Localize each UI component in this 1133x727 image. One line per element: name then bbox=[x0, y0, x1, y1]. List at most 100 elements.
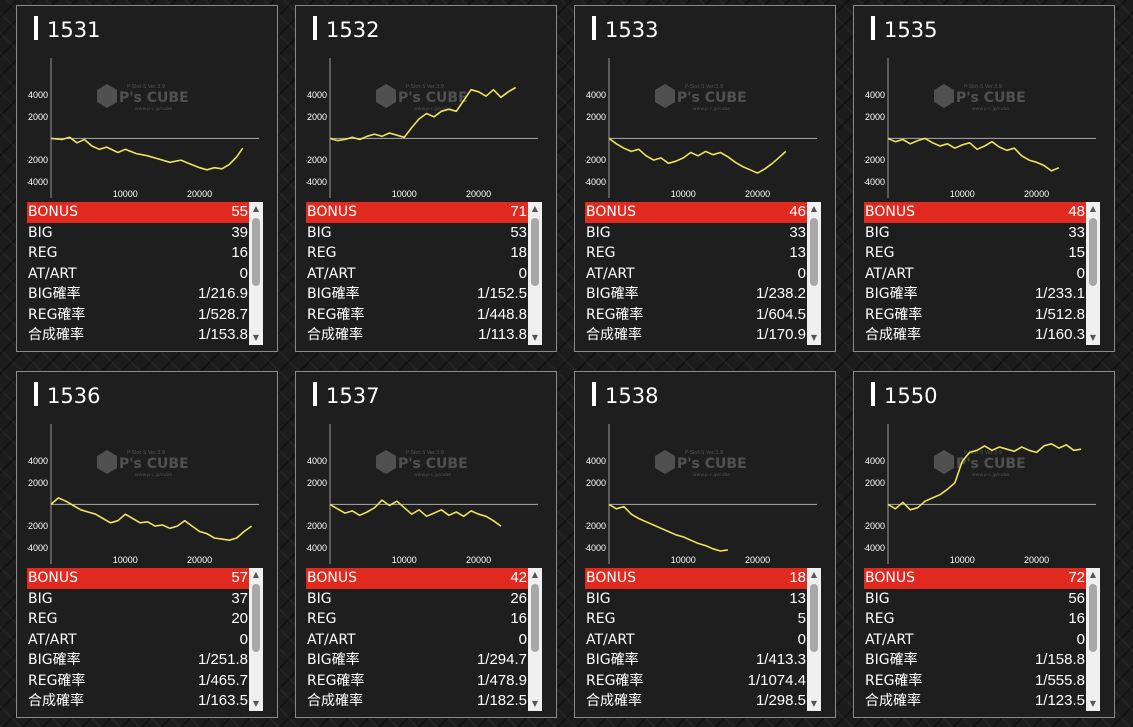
stat-label: AT/ART bbox=[28, 265, 77, 282]
scroll-thumb[interactable] bbox=[252, 584, 260, 652]
y-tick-label: 2000 bbox=[307, 478, 327, 488]
stats-row: BIG 26 bbox=[306, 589, 528, 610]
cube-logo-icon bbox=[934, 450, 954, 474]
scroll-up-arrow-icon[interactable]: ▲ bbox=[531, 204, 539, 213]
stat-value: 1/1074.4 bbox=[747, 671, 806, 689]
stat-label: 合成確率 bbox=[586, 693, 642, 709]
scroll-thumb[interactable] bbox=[1089, 584, 1097, 652]
stats-scrollbar[interactable]: ▲ ▼ bbox=[249, 202, 263, 345]
x-tick-label: 20000 bbox=[745, 189, 770, 198]
stat-value: 0 bbox=[1076, 630, 1085, 648]
stats-scrollbar[interactable]: ▲ ▼ bbox=[1086, 202, 1100, 345]
stats-row: REG 16 bbox=[27, 243, 249, 264]
scroll-down-arrow-icon[interactable]: ▼ bbox=[252, 699, 260, 708]
stats-scrollbar[interactable]: ▲ ▼ bbox=[807, 202, 821, 345]
scroll-up-arrow-icon[interactable]: ▲ bbox=[252, 570, 260, 579]
bonus-row: BONUS 57 bbox=[27, 568, 249, 589]
stats-scrollbar[interactable]: ▲ ▼ bbox=[1086, 568, 1100, 711]
cube-logo-icon bbox=[934, 84, 954, 108]
stat-value: 13 bbox=[789, 589, 806, 607]
stat-value: 1/170.9 bbox=[755, 326, 806, 343]
stat-value: 0 bbox=[797, 264, 806, 282]
scroll-down-arrow-icon[interactable]: ▼ bbox=[810, 699, 818, 708]
stat-label: 合成確率 bbox=[28, 327, 84, 343]
stat-value: 0 bbox=[797, 630, 806, 648]
x-tick-label: 10000 bbox=[950, 555, 975, 564]
scroll-up-arrow-icon[interactable]: ▲ bbox=[252, 204, 260, 213]
stat-value: 18 bbox=[510, 244, 527, 261]
stat-value: 16 bbox=[510, 610, 527, 627]
stat-label: BONUS bbox=[865, 570, 915, 586]
stat-label: AT/ART bbox=[586, 265, 635, 282]
scroll-down-arrow-icon[interactable]: ▼ bbox=[1089, 699, 1097, 708]
scroll-up-arrow-icon[interactable]: ▲ bbox=[531, 570, 539, 579]
watermark-text-bottom: www.p-c.jp/cube bbox=[135, 472, 172, 478]
scroll-down-arrow-icon[interactable]: ▼ bbox=[531, 333, 539, 342]
stat-value: 48 bbox=[1068, 203, 1085, 220]
scroll-down-arrow-icon[interactable]: ▼ bbox=[531, 699, 539, 708]
scroll-thumb[interactable] bbox=[531, 584, 539, 652]
watermark-logo-text: P's CUBE bbox=[119, 456, 189, 472]
stats-row: AT/ART 0 bbox=[27, 630, 249, 651]
stat-label: REG bbox=[28, 245, 58, 261]
y-tick-label: -2000 bbox=[27, 155, 48, 165]
title-accent-bar bbox=[871, 382, 875, 406]
machine-panel: 1537 P-Slot-S Ver.3.9 P's CUBE www.p-c.jp/c… bbox=[295, 371, 557, 718]
scroll-thumb[interactable] bbox=[252, 218, 260, 286]
machine-number: 1538 bbox=[605, 384, 659, 408]
stat-value: 1/158.8 bbox=[1034, 651, 1085, 668]
stats-table: BONUS 18 BIG 13 REG 5 AT/ART 0 BIG確率 1/413.3 REG確率… bbox=[585, 568, 807, 712]
stat-value: 55 bbox=[231, 203, 248, 220]
watermark-logo-text: P's CUBE bbox=[677, 90, 747, 106]
stats-table: BONUS 55 BIG 39 REG 16 AT/ART 0 BIG確率 1/216.9 REG確… bbox=[27, 202, 249, 346]
stats-row: REG 15 bbox=[864, 243, 1086, 264]
x-tick-label: 20000 bbox=[745, 555, 770, 564]
scroll-thumb[interactable] bbox=[810, 218, 818, 286]
stat-label: REG確率 bbox=[865, 672, 923, 689]
watermark-logo-text: P's CUBE bbox=[956, 456, 1026, 472]
stat-value: 1/478.9 bbox=[476, 671, 527, 689]
x-tick-label: 20000 bbox=[466, 555, 491, 564]
stat-value: 37 bbox=[231, 589, 248, 607]
stats-row: BIG 53 bbox=[306, 223, 528, 244]
stats-row: AT/ART 0 bbox=[864, 264, 1086, 285]
stats-scrollbar[interactable]: ▲ ▼ bbox=[249, 568, 263, 711]
stat-label: BIG bbox=[28, 590, 53, 607]
scroll-down-arrow-icon[interactable]: ▼ bbox=[810, 333, 818, 342]
watermark-text-top: P-Slot-S Ver.3.9 bbox=[406, 450, 444, 456]
watermark-text-bottom: www.p-c.jp/cube bbox=[972, 472, 1009, 478]
stats-scrollbar[interactable]: ▲ ▼ bbox=[528, 202, 542, 345]
stats-scrollbar[interactable]: ▲ ▼ bbox=[807, 568, 821, 711]
watermark-text-bottom: www.p-c.jp/cube bbox=[414, 472, 451, 478]
bonus-row: BONUS 46 bbox=[585, 202, 807, 223]
stats-row: AT/ART 0 bbox=[585, 264, 807, 285]
scroll-down-arrow-icon[interactable]: ▼ bbox=[1089, 333, 1097, 342]
y-tick-label: -4000 bbox=[306, 177, 327, 187]
x-tick-label: 10000 bbox=[113, 189, 138, 198]
watermark-text-top: P-Slot-S Ver.3.9 bbox=[127, 450, 165, 456]
scroll-up-arrow-icon[interactable]: ▲ bbox=[1089, 570, 1097, 579]
watermark-text-bottom: www.p-c.jp/cube bbox=[693, 472, 730, 478]
scroll-thumb[interactable] bbox=[810, 584, 818, 652]
scroll-up-arrow-icon[interactable]: ▲ bbox=[810, 570, 818, 579]
stats-row: BIG 37 bbox=[27, 589, 249, 610]
scroll-up-arrow-icon[interactable]: ▲ bbox=[810, 204, 818, 213]
scroll-thumb[interactable] bbox=[531, 218, 539, 286]
watermark-text-bottom: www.p-c.jp/cube bbox=[693, 106, 730, 112]
stat-value: 26 bbox=[510, 589, 527, 607]
stats-scrollbar[interactable]: ▲ ▼ bbox=[528, 568, 542, 711]
scroll-thumb[interactable] bbox=[1089, 218, 1097, 286]
stat-label: AT/ART bbox=[865, 265, 914, 282]
stat-value: 18 bbox=[789, 569, 806, 586]
scroll-down-arrow-icon[interactable]: ▼ bbox=[252, 333, 260, 342]
machine-panel: 1550 P-Slot-S Ver.3.9 P's CUBE www.p-c.jp/c… bbox=[853, 371, 1115, 718]
y-tick-label: 2000 bbox=[28, 112, 48, 122]
scroll-up-arrow-icon[interactable]: ▲ bbox=[1089, 204, 1097, 213]
y-tick-label: -2000 bbox=[864, 521, 885, 531]
stat-value: 1/448.8 bbox=[476, 305, 527, 323]
stat-value: 1/528.7 bbox=[197, 305, 248, 323]
